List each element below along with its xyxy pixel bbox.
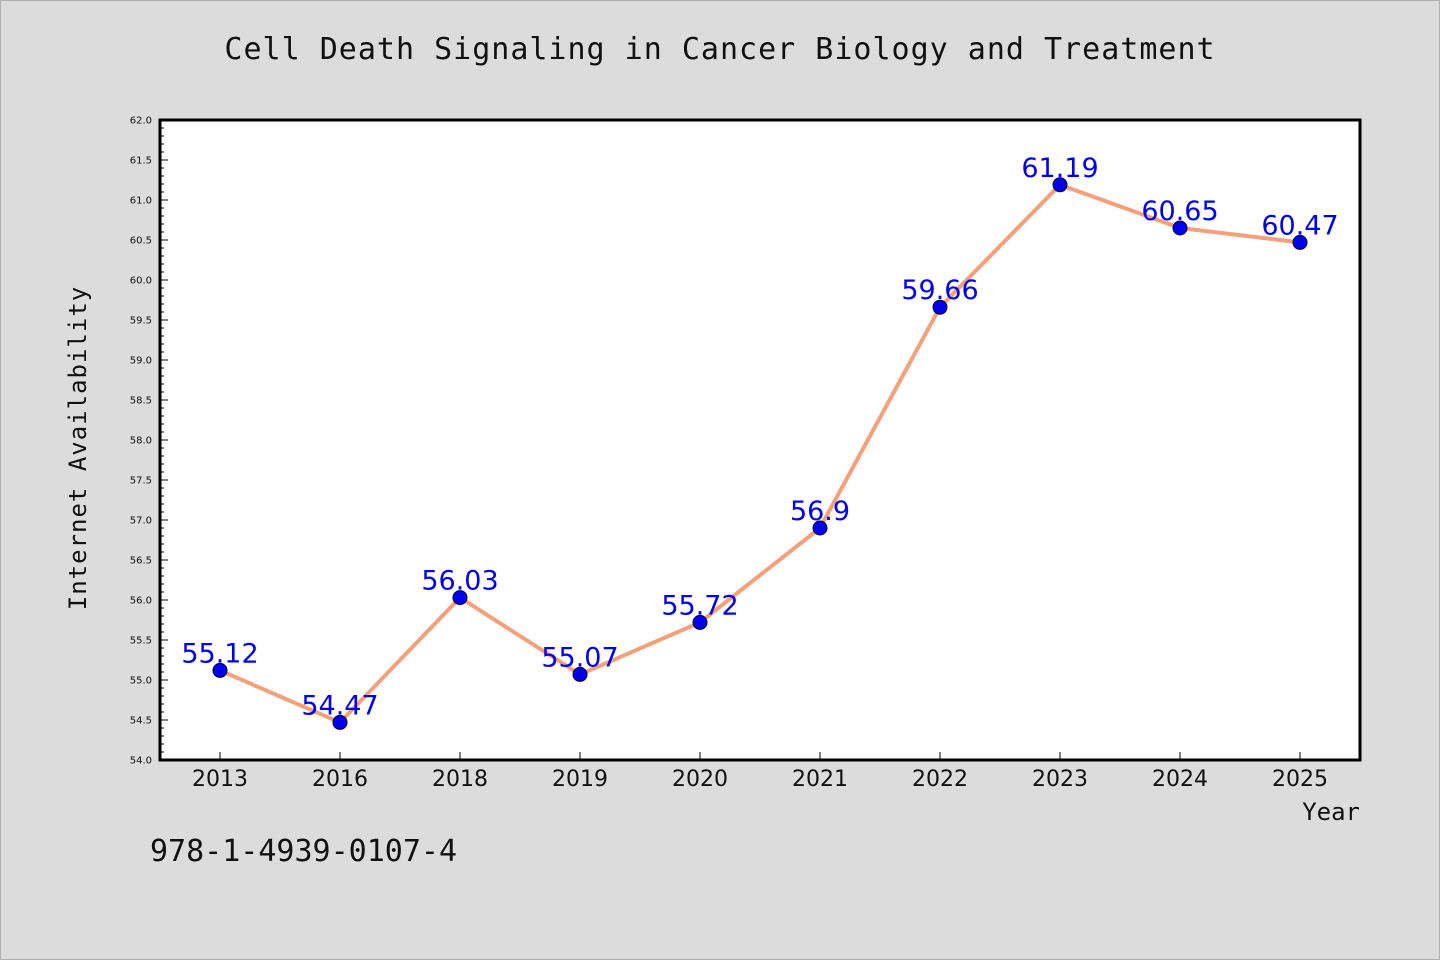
y-tick-label: 54.5 (130, 716, 152, 727)
data-label: 55.72 (661, 590, 738, 621)
y-tick-label: 59.5 (130, 316, 152, 327)
x-tick-label: 2018 (432, 767, 488, 792)
data-point (692, 614, 708, 630)
y-axis: 54.0 54.5 55.0 55.5 56.0 56.5 57.0 57.5 58.0 58.5… (130, 116, 168, 767)
y-tick-label: 55.5 (130, 636, 152, 647)
y-axis-label: Internet Availability (64, 286, 92, 610)
data-label: 56.03 (421, 566, 498, 597)
x-tick-label: 2024 (1152, 767, 1208, 792)
series-line-group (218, 182, 1302, 725)
x-tick-label: 2022 (912, 767, 968, 792)
y-tick-label: 57.0 (130, 516, 152, 527)
data-label-group: 55.12 54.47 56.03 55.07 55.72 56.9 59.66 61.19 6… (181, 153, 1338, 722)
y-tick-label: 54.0 (130, 756, 152, 767)
data-label: 55.07 (541, 642, 618, 673)
x-tick-label: 2025 (1272, 767, 1328, 792)
y-tick-label: 58.5 (130, 396, 152, 407)
data-label: 54.47 (301, 690, 378, 721)
series-line (218, 182, 1302, 725)
data-point (212, 662, 228, 678)
isbn-code: 978-1-4939-0107-4 (150, 834, 458, 869)
data-point (1052, 177, 1068, 193)
y-tick-label: 61.5 (130, 156, 152, 167)
y-tick-label: 56.5 (130, 556, 152, 567)
y-tick-label: 58.0 (130, 436, 152, 447)
data-label: 55.12 (181, 638, 258, 669)
chart-title: Cell Death Signaling in Cancer Biology a… (224, 32, 1216, 67)
data-label: 61.19 (1021, 153, 1098, 184)
y-tick-label: 60.5 (130, 236, 152, 247)
plot-area (158, 118, 1362, 762)
x-tick-label: 2023 (1032, 767, 1088, 792)
y-tick-label: 59.0 (130, 356, 152, 367)
marker-group (212, 177, 1308, 730)
y-tick-label: 57.5 (130, 476, 152, 487)
x-axis-label: Year (1302, 798, 1360, 826)
data-label: 60.47 (1261, 210, 1338, 241)
data-point (452, 590, 468, 606)
y-tick-label: 55.0 (130, 676, 152, 687)
x-axis: 2013 2016 2018 2019 2020 2021 2022 2023 2024 2025 (192, 752, 1328, 792)
x-tick-label: 2013 (192, 767, 248, 792)
y-tick-label: 60.0 (130, 276, 152, 287)
y-tick-label: 56.0 (130, 596, 152, 607)
data-point (332, 714, 348, 730)
x-tick-label: 2016 (312, 767, 368, 792)
data-label: 60.65 (1141, 196, 1218, 227)
data-point (572, 666, 588, 682)
data-label: 56.9 (790, 496, 850, 527)
y-tick-label: 61.0 (130, 196, 152, 207)
data-point (932, 299, 948, 315)
data-point (1172, 220, 1188, 236)
y-tick-label: 62.0 (130, 116, 152, 127)
data-point (1292, 234, 1308, 250)
data-label: 59.66 (901, 275, 978, 306)
x-tick-label: 2021 (792, 767, 848, 792)
x-tick-label: 2019 (552, 767, 608, 792)
x-tick-label: 2020 (672, 767, 728, 792)
data-point (812, 520, 828, 536)
